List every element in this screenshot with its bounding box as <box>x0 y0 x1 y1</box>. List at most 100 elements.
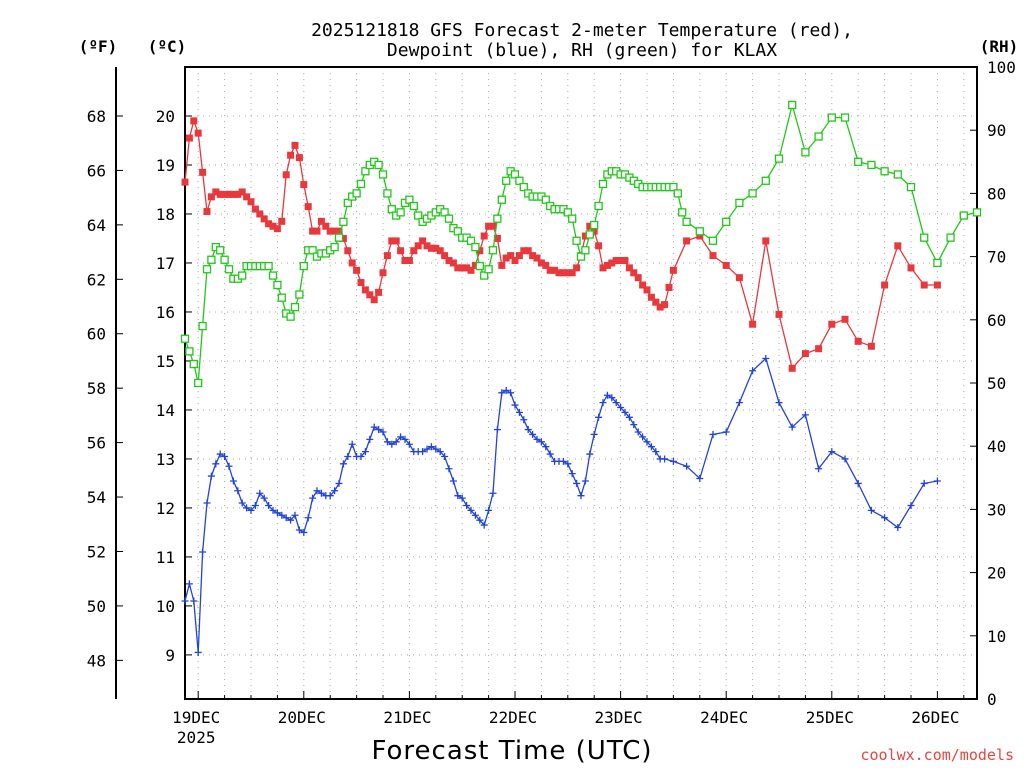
rh-point <box>946 233 955 242</box>
temperature-point <box>282 171 290 179</box>
dewpoint-point <box>590 430 598 438</box>
rh-point <box>515 176 524 185</box>
temperature-point <box>788 364 796 372</box>
dewpoint-point <box>621 408 629 416</box>
chart-title-line2: Dewpoint (blue), RH (green) for KLAX <box>387 40 777 61</box>
temperature-point <box>423 242 431 250</box>
temperature-point <box>445 257 453 265</box>
temperature-point <box>309 227 317 235</box>
dewpoint-point <box>304 514 312 522</box>
rh-tick-label: 50 <box>987 374 1006 393</box>
dewpoint-line <box>184 357 938 653</box>
temperature-point <box>841 315 849 323</box>
temperature-point <box>647 293 655 301</box>
rh-point <box>827 113 836 122</box>
rh-tick-label: 90 <box>987 121 1006 140</box>
rh-point <box>356 179 366 189</box>
rh-point <box>488 246 498 255</box>
rh-tick-label: 20 <box>987 564 1006 583</box>
temperature-point <box>458 264 466 272</box>
rh-point <box>673 189 682 198</box>
rh-point <box>466 236 476 245</box>
rh-point <box>854 157 863 166</box>
dewpoint-point <box>881 514 889 522</box>
temperature-point <box>199 168 207 176</box>
dewpoint-point <box>652 448 660 456</box>
rh-point <box>563 208 572 217</box>
temperature-point <box>634 274 642 282</box>
dewpoint-point <box>309 494 317 502</box>
temperature-point <box>392 237 400 245</box>
dewpoint-point <box>480 521 488 529</box>
dewpoint-point <box>335 479 343 487</box>
rh-tick-label: 40 <box>987 437 1006 456</box>
rh-point <box>207 255 216 264</box>
dewpoint-point <box>260 494 268 502</box>
temperature-point <box>881 281 889 289</box>
rh-point <box>972 208 982 217</box>
celsius-tick-label: 11 <box>156 548 175 567</box>
temperature-point <box>419 237 427 245</box>
series-layer <box>180 100 982 656</box>
temperature-point <box>353 266 361 274</box>
temperature-point <box>502 254 510 262</box>
rh-point <box>880 167 889 176</box>
temperature-point <box>735 274 743 282</box>
temperature-point <box>828 320 836 328</box>
temperature-point <box>894 242 902 250</box>
temperature-point <box>225 190 233 198</box>
dewpoint-point <box>476 516 484 524</box>
dewpoint-point <box>243 504 251 512</box>
rh-point <box>352 189 361 198</box>
rh-point <box>238 271 247 280</box>
rh-point <box>502 176 511 185</box>
dewpoint-point <box>467 506 475 514</box>
rh-tick-label: 0 <box>987 690 997 709</box>
dewpoint-point <box>669 457 677 465</box>
temperature-point <box>300 181 308 189</box>
dewpoint-point <box>489 489 497 497</box>
dewpoint-point <box>788 423 796 431</box>
dewpoint-point <box>225 462 233 470</box>
dewpoint-point <box>647 443 655 451</box>
rh-point <box>185 347 194 356</box>
dewpoint-point <box>507 389 515 397</box>
rh-point <box>906 182 916 192</box>
rh-point <box>308 246 317 255</box>
credit-label: coolwx.com/models <box>860 746 1014 764</box>
rh-point <box>361 167 370 176</box>
rh-point <box>678 208 687 217</box>
dewpoint-point <box>216 450 224 458</box>
dewpoint-point <box>436 448 444 456</box>
dewpoint-point <box>709 430 717 438</box>
dewpoint-point <box>423 445 431 453</box>
temperature-point <box>260 215 268 223</box>
x-tick-label: 24DEC <box>700 708 748 727</box>
dewpoint-point <box>278 511 286 519</box>
dewpoint-point <box>287 516 295 524</box>
dewpoint-point <box>449 477 457 485</box>
rh-point <box>224 265 234 274</box>
temperature-point <box>181 178 189 186</box>
rh-tick-label: 100 <box>987 58 1016 77</box>
temperature-point <box>533 254 541 262</box>
x-tick-label: 23DEC <box>595 708 643 727</box>
temperature-point <box>603 261 611 269</box>
temperature-point <box>229 190 237 198</box>
dewpoint-point <box>568 470 576 478</box>
temperature-point <box>410 247 418 255</box>
temperature-point <box>612 257 620 265</box>
rh-point <box>378 170 388 179</box>
temperature-point <box>520 247 528 255</box>
rh-point <box>568 214 577 223</box>
temperature-point <box>216 190 224 198</box>
rh-point <box>343 198 352 208</box>
temperature-point <box>498 261 506 269</box>
rh-point <box>748 189 757 198</box>
rh-point <box>374 160 383 170</box>
temperature-point <box>595 242 603 250</box>
celsius-tick-label: 9 <box>165 646 175 665</box>
fahrenheit-unit-label: (ºF) <box>79 37 118 56</box>
dewpoint-point <box>546 450 554 458</box>
